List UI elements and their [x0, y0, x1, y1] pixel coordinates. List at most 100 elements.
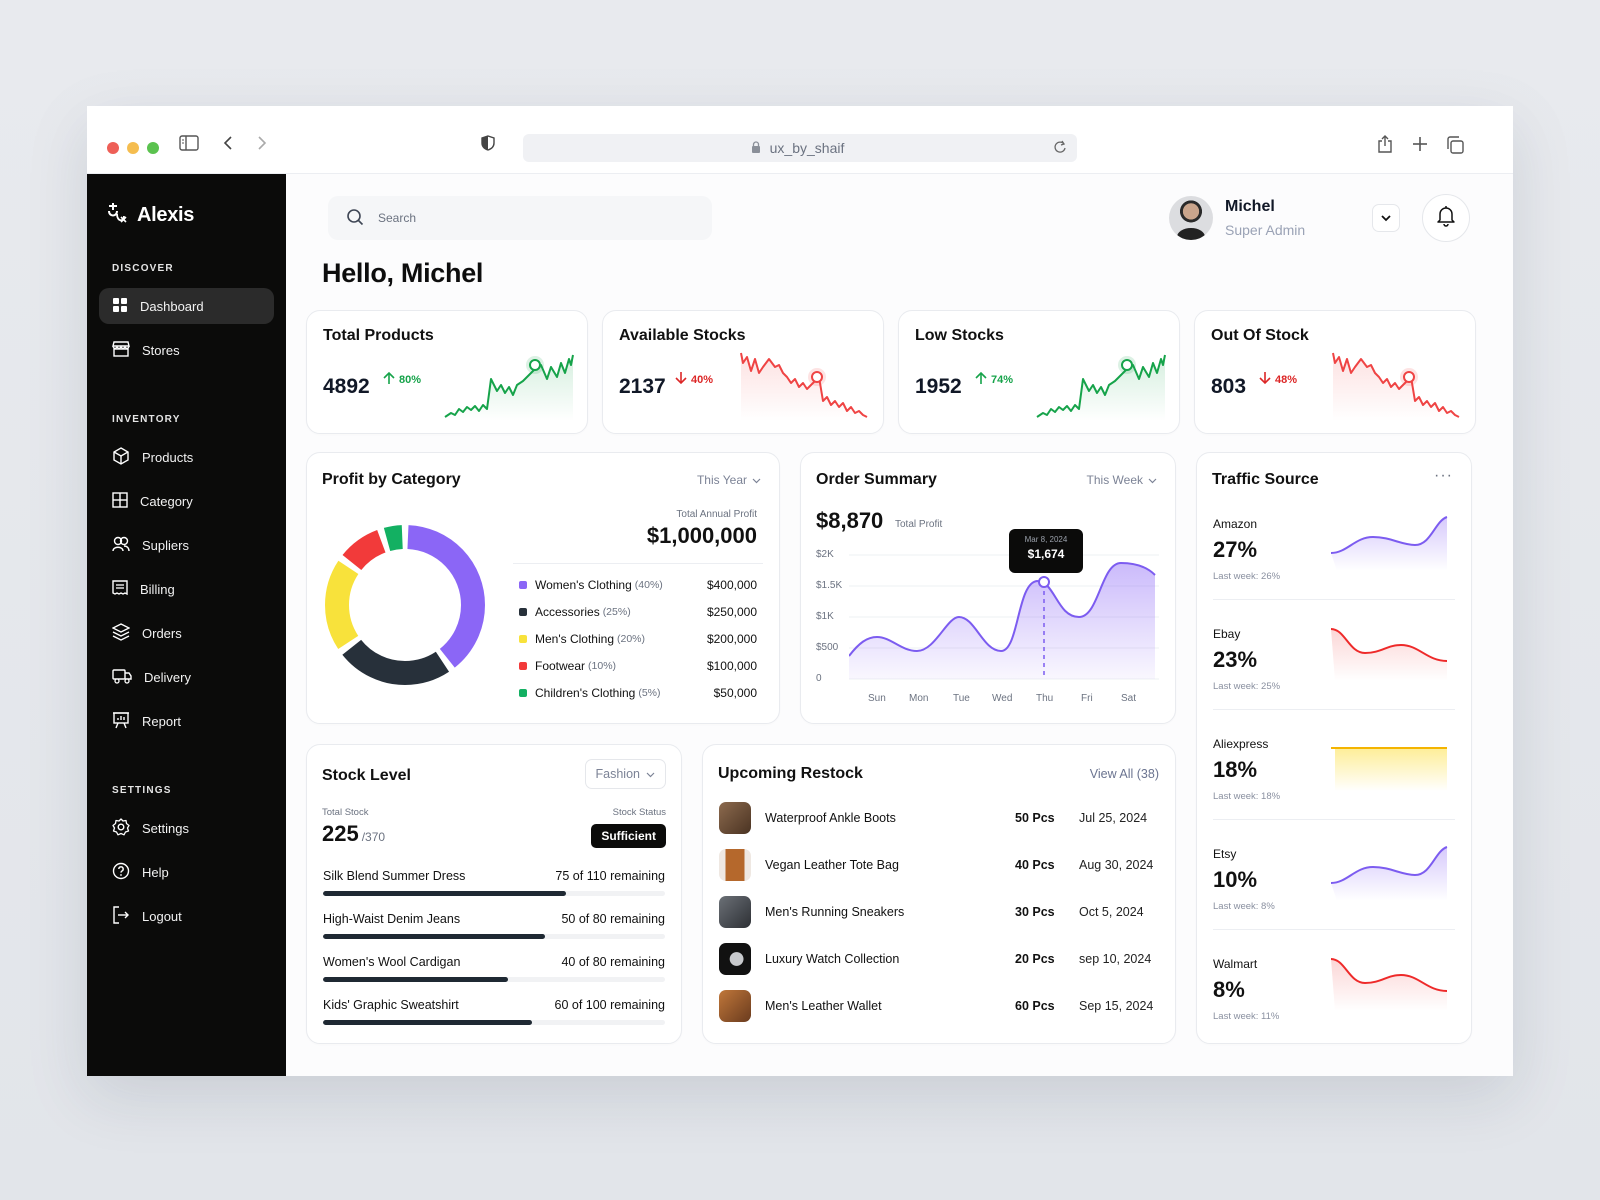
sidebar-item-help[interactable]: Help — [99, 854, 274, 890]
product-thumbnail — [719, 990, 751, 1022]
y-tick: $1K — [816, 611, 834, 622]
address-bar[interactable]: ux_by_shaif — [523, 134, 1077, 162]
order-total: $8,870 — [816, 508, 884, 533]
stock-item: Silk Blend Summer Dress 75 of 110 remaini… — [323, 869, 665, 909]
user-menu-dropdown[interactable] — [1372, 204, 1400, 232]
close-window-button[interactable] — [107, 142, 119, 154]
bell-icon — [1436, 205, 1456, 232]
arrow-up-icon — [975, 371, 987, 388]
sidebar-item-label: Billing — [140, 581, 175, 597]
stock-item: High-Waist Denim Jeans 50 of 80 remaining — [323, 912, 665, 952]
traffic-source-card: Traffic Source ··· Amazon 27% Last week:… — [1196, 452, 1472, 1044]
total-annual-profit: $1,000,000 — [646, 523, 757, 548]
store-icon — [112, 340, 130, 360]
tabs-overview-icon[interactable] — [1446, 136, 1464, 154]
divider — [1213, 819, 1455, 820]
sidebar-item-label: Help — [142, 864, 169, 880]
traffic-item-etsy: Etsy 10% Last week: 8% — [1213, 837, 1455, 947]
restock-row[interactable]: Men's Running Sneakers 30 Pcs Oct 5, 2024 — [719, 895, 1159, 929]
minimize-window-button[interactable] — [127, 142, 139, 154]
stat-value: 4892 — [323, 375, 370, 398]
back-icon[interactable] — [223, 135, 233, 151]
stat-card-low-stocks[interactable]: Low Stocks 1952 74% — [898, 310, 1180, 434]
period-dropdown[interactable]: This Year — [697, 473, 761, 487]
share-icon[interactable] — [1377, 134, 1393, 154]
sidebar-item-label: Logout — [142, 908, 182, 924]
stat-delta: 40% — [675, 371, 713, 388]
product-thumbnail — [719, 943, 751, 975]
search-input[interactable]: Search — [328, 196, 712, 240]
stock-item: Kids' Graphic Sweatshirt 60 of 100 remain… — [323, 998, 665, 1038]
forward-icon[interactable] — [257, 135, 267, 151]
more-options-icon[interactable]: ··· — [1434, 467, 1453, 484]
box-icon — [112, 446, 130, 468]
stat-delta: 80% — [383, 371, 421, 388]
x-tick: Sat — [1121, 693, 1137, 704]
sidebar-item-label: Category — [140, 493, 193, 509]
browser-chrome: ux_by_shaif — [87, 106, 1513, 174]
traffic-item-aliexpress: Aliexpress 18% Last week: 18% — [1213, 727, 1455, 837]
stat-card-available-stocks[interactable]: Available Stocks 2137 40% — [602, 310, 884, 434]
sidebar-item-delivery[interactable]: Delivery — [99, 659, 274, 695]
restock-row[interactable]: Vegan Leather Tote Bag 40 Pcs Aug 30, 2024 — [719, 848, 1159, 882]
user-name: Michel — [1225, 198, 1275, 215]
shield-icon[interactable] — [481, 135, 495, 151]
card-title: Profit by Category — [322, 471, 461, 488]
browser-window: ux_by_shaif Alexis DISCOVER Dashboard — [87, 106, 1513, 1076]
restock-row[interactable]: Luxury Watch Collection 20 Pcs sep 10, 202… — [719, 942, 1159, 976]
donut-chart — [325, 525, 485, 685]
stat-card-out-of-stock[interactable]: Out Of Stock 803 48% — [1194, 310, 1476, 434]
logout-icon — [112, 905, 130, 927]
sidebar-item-billing[interactable]: Billing — [99, 571, 274, 607]
gear-icon — [112, 817, 130, 839]
main-content: Search Michel Super Admin Hello, Michel … — [286, 174, 1513, 1076]
x-tick: Tue — [953, 693, 970, 704]
sidebar-item-logout[interactable]: Logout — [99, 898, 274, 934]
stock-level-card: Stock Level Fashion Total Stock 225 /370… — [306, 744, 682, 1044]
chevron-down-icon — [1148, 473, 1157, 487]
sidebar-item-report[interactable]: Report — [99, 703, 274, 739]
legend-item: Children's Clothing (5%) $50,000 — [519, 679, 757, 706]
restock-row[interactable]: Waterproof Ankle Boots 50 Pcs Jul 25, 2024 — [719, 801, 1159, 835]
view-all-link[interactable]: View All (38) — [1089, 767, 1159, 781]
sidebar-item-orders[interactable]: Orders — [99, 615, 274, 651]
sidebar-item-stores[interactable]: Stores — [99, 332, 274, 368]
order-summary-card: Order Summary This Week $8,870 Total Pro… — [800, 452, 1176, 724]
sidebar-item-label: Supliers — [142, 537, 189, 553]
user-profile[interactable]: Michel Super Admin — [1169, 196, 1305, 240]
stat-card-total-products[interactable]: Total Products 4892 80% — [306, 310, 588, 434]
status-badge: Sufficient — [591, 824, 666, 848]
grid-icon — [112, 297, 128, 316]
maximize-window-button[interactable] — [147, 142, 159, 154]
sidebar-item-label: Report — [142, 713, 182, 729]
x-tick: Mon — [909, 693, 929, 704]
sparkline-up — [1036, 354, 1166, 421]
reload-icon[interactable] — [1053, 140, 1067, 157]
x-tick: Sun — [868, 693, 886, 704]
divider — [1213, 599, 1455, 600]
sidebar-toggle-icon[interactable] — [179, 135, 199, 151]
avatar — [1169, 196, 1213, 240]
sidebar-item-category[interactable]: Category — [99, 483, 274, 519]
brand[interactable]: Alexis — [99, 202, 274, 229]
arrow-up-icon — [383, 371, 395, 388]
sidebar-item-suppliers[interactable]: Supliers — [99, 527, 274, 563]
sidebar-item-products[interactable]: Products — [99, 439, 274, 475]
sidebar-item-dashboard[interactable]: Dashboard — [99, 288, 274, 324]
category-icon — [112, 491, 128, 511]
layers-icon — [111, 622, 131, 644]
total-stock-label: Total Stock — [322, 807, 369, 818]
legend-item: Footwear (10%) $100,000 — [519, 652, 757, 679]
order-total-label: Total Profit — [895, 519, 943, 530]
new-tab-icon[interactable] — [1412, 136, 1428, 152]
category-filter-dropdown[interactable]: Fashion — [584, 759, 666, 789]
legend-item: Men's Clothing (20%) $200,000 — [519, 625, 757, 652]
stat-title: Available Stocks — [619, 327, 746, 344]
restock-row[interactable]: Men's Leather Wallet 60 Pcs Sep 15, 2024 — [719, 989, 1159, 1023]
period-dropdown[interactable]: This Week — [1087, 473, 1157, 487]
notifications-button[interactable] — [1422, 194, 1470, 242]
section-label-settings: SETTINGS — [112, 785, 172, 796]
sparkline-up — [444, 354, 574, 421]
stock-status-label: Stock Status — [612, 807, 666, 818]
sidebar-item-settings[interactable]: Settings — [99, 810, 274, 846]
